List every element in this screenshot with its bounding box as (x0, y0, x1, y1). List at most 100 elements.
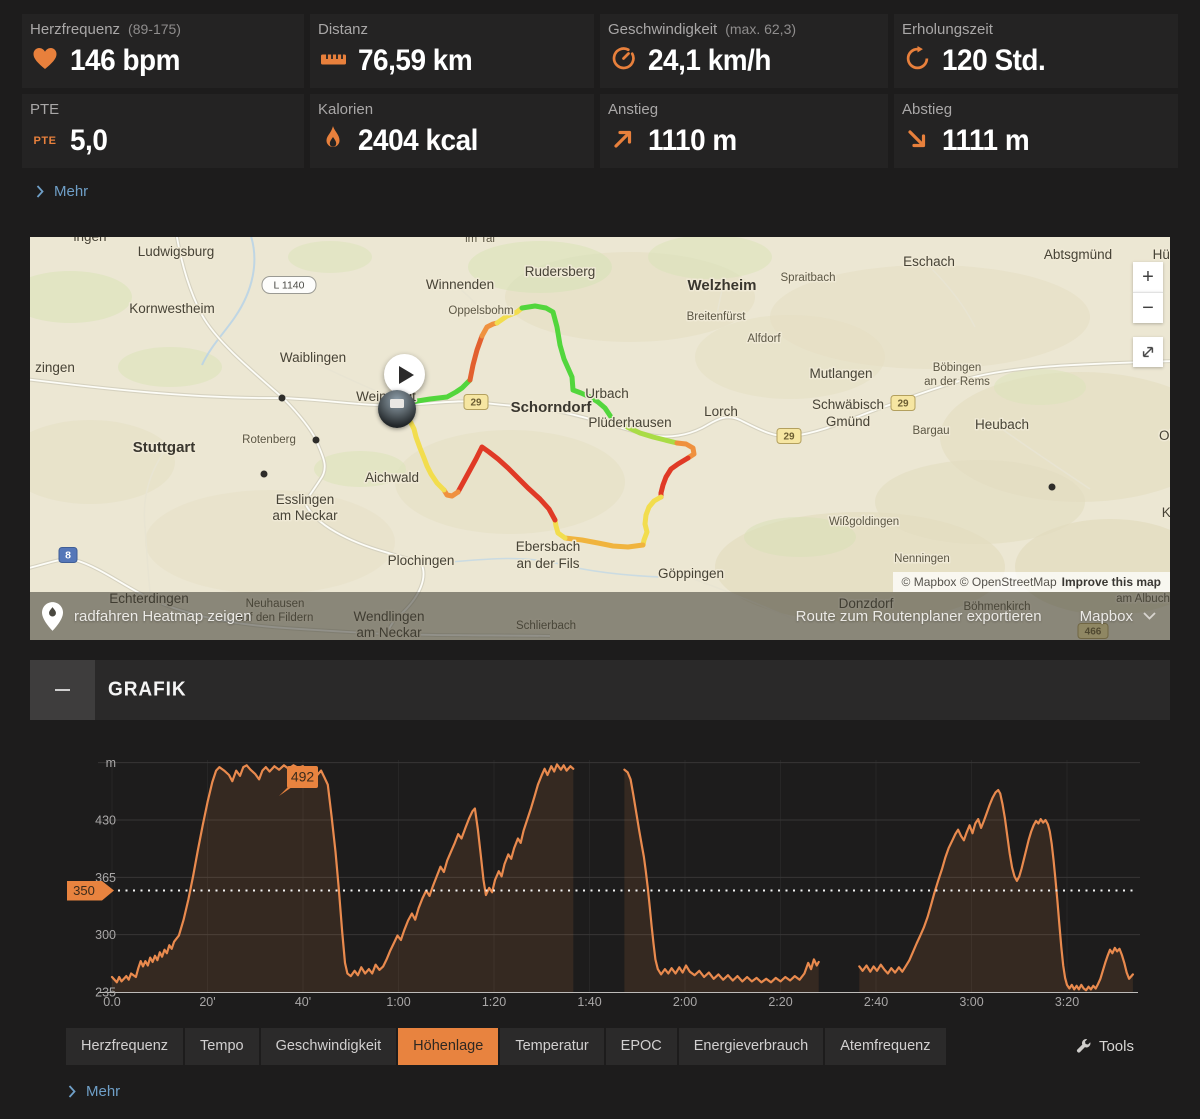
chart-y-tick: m (106, 756, 116, 770)
chart-x-tick: 0.0 (103, 995, 120, 1009)
stat-distanz: Distanz 76,59 km (310, 14, 594, 88)
map-label: Aichwald (365, 470, 419, 485)
chart-y-tick: 235 (95, 986, 116, 1000)
stat-label: Herzfrequenz (30, 21, 121, 38)
more-link-top[interactable]: Mehr (36, 183, 88, 200)
tab-hoehenlage[interactable]: Höhenlage (398, 1028, 499, 1065)
route-segment (519, 303, 616, 423)
map-label: Schorndorf (511, 399, 593, 416)
tab-atemfrequenz[interactable]: Atemfrequenz (825, 1028, 946, 1065)
map-rivers (201, 237, 692, 579)
map-label: Ob (1159, 428, 1170, 443)
map-label: Alfdorf (747, 333, 781, 345)
tab-geschwindigkeit[interactable]: Geschwindigkeit (260, 1028, 397, 1065)
elevation-area (112, 764, 574, 992)
chevron-right-icon (36, 185, 44, 198)
map-fullscreen-button[interactable] (1133, 337, 1163, 367)
road-badge-label: 8 (65, 550, 71, 562)
chart-x-tick: 1:40 (577, 995, 601, 1009)
route-segment (402, 377, 473, 406)
graph-tabs: Herzfrequenz Tempo Geschwindigkeit Höhenlag… (66, 1028, 946, 1065)
heatmap-toggle[interactable]: radfahren Heatmap zeigen (42, 601, 252, 631)
speedometer-icon (611, 46, 636, 76)
map-zoom-in-button[interactable]: + (1133, 262, 1163, 292)
avatar-photo-detail (390, 399, 404, 408)
heatmap-label: radfahren Heatmap zeigen (74, 607, 252, 625)
map-label: Göppingen (658, 566, 724, 581)
town-dot (278, 394, 286, 402)
stat-kalorien: Kalorien 2404 kcal (310, 94, 594, 168)
export-route-link[interactable]: Route zum Routenplaner exportieren (795, 607, 1042, 625)
elevation-line (110, 763, 575, 984)
map-label: Ko (1162, 505, 1170, 520)
chart-y-tick: 430 (95, 813, 116, 827)
stat-value: 24,1 km/h (648, 44, 771, 77)
tab-energieverbrauch[interactable]: Energieverbrauch (678, 1028, 824, 1065)
map-label: Stuttgart (133, 439, 196, 456)
tools-button[interactable]: Tools (1076, 1038, 1134, 1055)
map-label: Winnenden (426, 277, 494, 292)
elevation-area (624, 769, 819, 992)
tab-herzfrequenz[interactable]: Herzfrequenz (66, 1028, 184, 1065)
map-label: Nenningen (894, 553, 950, 565)
stat-value: 1111 m (942, 124, 1030, 157)
improve-map-link[interactable]: Improve this map (1061, 575, 1161, 589)
map-label: Heubach (975, 417, 1029, 432)
stat-label: Geschwindigkeit (608, 21, 718, 38)
stat-label: Kalorien (318, 101, 374, 118)
provider-label: Mapbox (1079, 607, 1133, 625)
recovery-icon (905, 46, 930, 76)
map-zoom-out-button[interactable]: − (1133, 292, 1163, 323)
max-badge (287, 766, 318, 788)
stat-extra: (89-175) (128, 21, 181, 37)
map-label: an der Rems (924, 376, 990, 388)
map-label: Gmünd (826, 414, 870, 429)
map-town-dots (260, 394, 1056, 491)
map-label: Oppelsbohm (448, 305, 513, 317)
ruler-icon (320, 48, 347, 75)
map-label: Mutlangen (809, 366, 872, 381)
chart-x-tick: 2:20 (768, 995, 792, 1009)
stat-value: 5,0 (70, 124, 108, 157)
map-label: Lorch (704, 404, 738, 419)
chart-y-tick: 300 (95, 928, 116, 942)
road-badge-label: L 1140 (274, 280, 305, 292)
route-map[interactable]: ingen im Tal Ludwigsburg Kornwestheim zingen… (30, 237, 1170, 640)
arrow-up-right-icon (611, 127, 635, 156)
map-label: im Tal (465, 237, 495, 245)
road-badge (776, 428, 802, 444)
route-segment (610, 417, 680, 446)
map-label: Welzheim (688, 277, 757, 294)
chart-x-tick: 3:20 (1055, 995, 1079, 1009)
route-segment (494, 305, 525, 326)
map-label: Eschach (903, 254, 955, 269)
more-label: Mehr (54, 183, 89, 200)
map-label: Ebersbach (516, 539, 581, 554)
expand-icon (1142, 346, 1154, 358)
chart-x-tick: 2:00 (673, 995, 697, 1009)
stat-value: 146 bpm (70, 44, 180, 77)
reference-badge-label: 350 (73, 883, 95, 898)
tab-epoc[interactable]: EPOC (605, 1028, 677, 1065)
stat-herzfrequenz: Herzfrequenz (89-175) 146 bpm (22, 14, 304, 88)
chart-x-tick: 1:20 (482, 995, 506, 1009)
stat-label: PTE (30, 101, 60, 118)
route-segment (441, 487, 461, 499)
route-segment (467, 333, 485, 383)
tab-temperatur[interactable]: Temperatur (500, 1028, 604, 1065)
map-provider-dropdown[interactable]: Mapbox (1080, 608, 1156, 625)
more-link-bottom[interactable]: Mehr (68, 1083, 120, 1100)
map-label: Abtsgmünd (1044, 247, 1112, 262)
chart-x-tick: 20' (199, 995, 215, 1009)
route-segment (674, 440, 697, 461)
road-badge (58, 547, 78, 563)
map-label: Kornwestheim (129, 301, 215, 316)
start-avatar[interactable] (378, 390, 416, 428)
graph-collapse-button[interactable] (30, 660, 95, 720)
tab-tempo[interactable]: Tempo (185, 1028, 259, 1065)
route-segment (552, 517, 568, 541)
map-play-button[interactable] (384, 354, 425, 395)
town-dot (260, 470, 268, 478)
